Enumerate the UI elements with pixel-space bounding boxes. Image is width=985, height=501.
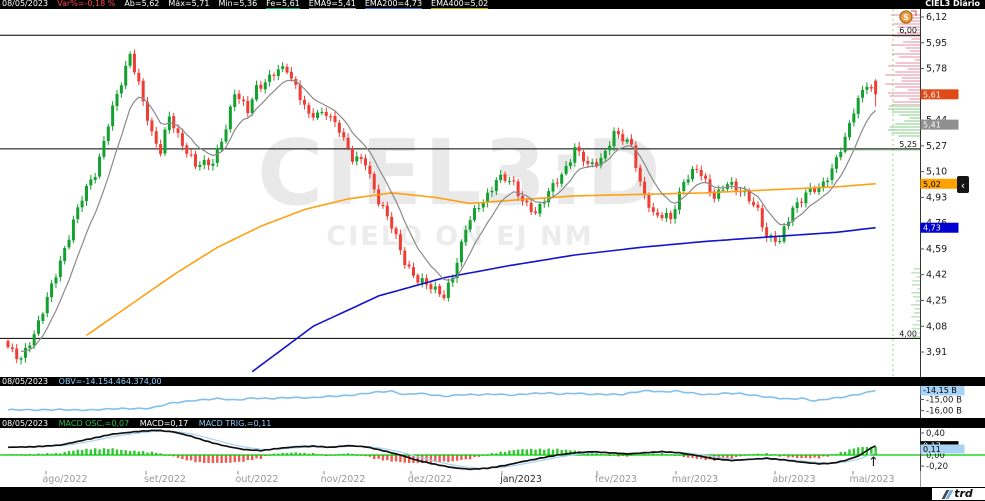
watermark: CIEL3:D CIELO ON EJ NM [0,121,920,253]
macd-date: 08/05/2023 [2,419,49,428]
obv-value-link[interactable]: OBV=-14.154.464.374,00 [58,377,162,386]
month-label: mar/2023 [672,474,718,485]
horizontal-price-lines: 6,00 5,25 4,00 [0,26,920,339]
ohlc-field: 08/05/2023 [2,0,49,8]
ohlc-field[interactable]: EMA9=5,41 [308,0,356,9]
ohlc-field[interactable]: EMA200=4,73 [364,0,423,9]
candlestick-series [6,49,878,365]
watermark-company-name: CIELO ON EJ NM [326,221,594,252]
ohlc-field[interactable]: Fe=5,61 [266,0,300,9]
ema9-line [20,79,877,353]
svg-text:‹: ‹ [961,179,965,192]
time-axis-labels: ago/2022 set/2022 out/2022 nov/2022 dez/2022… [42,471,921,487]
volume-profile [845,14,920,338]
obv-chart-panel[interactable]: -14,15 B -15,00 B -16,00 B [0,386,985,418]
svg-text:4,73: 4,73 [923,224,941,233]
ohlc-values: 08/05/2023 Var%=-0,18 % Ab=5,62 Máx=5,71 Mín… [2,0,497,9]
last-price-label: 5,61 [920,89,959,100]
ema200-line [251,226,876,373]
ema200-price-label: 4,73 [920,222,959,233]
month-label: ago/2022 [42,474,87,485]
ohlc-field: Var%=-0,18 % [57,0,116,8]
svg-text:5,61: 5,61 [923,90,941,99]
month-label: fev/2023 [595,474,637,485]
svg-text:5,95: 5,95 [926,38,947,49]
buy-signal-arrow: ↑ [868,455,879,470]
svg-text:-14,15 B: -14,15 B [923,386,957,395]
svg-text:4,08: 4,08 [926,321,947,332]
macd-trig-link[interactable]: MACD TRIG.=0,11 [198,419,272,428]
svg-text:3,91: 3,91 [926,347,947,358]
split-event-icon[interactable]: S [899,10,917,24]
svg-text:4,42: 4,42 [926,270,947,281]
axis-collapse-button[interactable]: ‹ [957,176,969,193]
svg-text:5,10: 5,10 [926,167,947,178]
obv-indicator-header: 08/05/2023 OBV=-14.154.464.374,00 [0,377,985,386]
price-chart-panel[interactable]: CIEL3:D CIELO ON EJ NM 6,00 5,25 4,00 6,12 5… [0,9,985,377]
price-plot[interactable]: 6,005,254,006,125,955,785,615,445,275,10… [0,9,985,377]
month-label: abr/2023 [772,474,815,485]
svg-text:6,12: 6,12 [926,12,947,23]
svg-text:-16,00 B: -16,00 B [926,407,962,417]
obv-date: 08/05/2023 [2,377,49,386]
svg-text:4,59: 4,59 [926,244,947,255]
ohlc-field: Mín=5,36 [218,0,258,8]
svg-text:5,02: 5,02 [923,180,941,189]
month-label: nov/2022 [321,474,366,485]
trd-logo: trd [932,488,985,500]
month-label: jan/2023 [499,474,542,485]
obv-axis: -14,15 B-15,00 B-16,00 B [920,386,965,418]
svg-text:4,00: 4,00 [899,329,917,338]
macd-chart-panel[interactable]: ↑0,400,00-0,200,170,11 [0,428,985,471]
ohlc-field: Máx=5,71 [168,0,210,8]
month-label: dez/2022 [408,474,452,485]
svg-text:0,40: 0,40 [926,429,945,439]
svg-text:5,25: 5,25 [899,140,917,149]
ema400-line [86,183,876,337]
bottom-bar: trd [0,487,985,501]
ema400-price-label: 5,02 [920,178,959,189]
macd-indicator-header: 08/05/2023 MACD OSC.=0,07 MACD=0,17 MACD… [0,418,985,428]
svg-text:-0,20: -0,20 [926,462,948,471]
watermark-symbol: CIEL3:D [257,121,663,226]
svg-text:5,41: 5,41 [923,121,941,130]
macd-axis: 0,400,00-0,200,170,11 [920,428,965,471]
svg-text:S: S [903,13,909,22]
symbol-timeframe-title: CIEL3 Diário [925,0,980,8]
ohlc-field[interactable]: EMA400=5,02 [431,0,489,9]
ema9-price-label: 5,41 [920,119,959,130]
macd-line [7,429,876,471]
month-label: set/2022 [144,474,186,485]
month-label: out/2022 [236,474,279,485]
logo-text: trd [954,487,973,500]
macd-osc-link[interactable]: MACD OSC.=0,07 [58,419,130,428]
svg-text:4,25: 4,25 [926,295,947,306]
obv-line [7,389,876,412]
macd-trigger-line [8,430,876,469]
svg-text:5,78: 5,78 [926,64,947,75]
svg-text:6,00: 6,00 [899,26,917,35]
svg-text:0,11: 0,11 [923,445,941,454]
time-axis[interactable]: ago/2022 set/2022 out/2022 nov/2022 dez/2022… [0,471,985,487]
month-label: mai/2023 [849,474,894,485]
svg-text:5,27: 5,27 [926,141,947,152]
price-axis: 6,125,955,785,615,445,275,104,934,764,59… [920,9,947,377]
macd-value: MACD=0,17 [139,419,189,428]
svg-text:0,00: 0,00 [926,451,945,461]
ohlc-status-bar: 08/05/2023 Var%=-0,18 % Ab=5,62 Máx=5,71 Mín… [0,0,985,9]
ohlc-field: Ab=5,62 [124,0,160,8]
macd-plot[interactable]: ↑0,400,00-0,200,170,11 [0,428,985,471]
svg-text:4,93: 4,93 [926,192,947,203]
obv-plot[interactable]: -14,15 B-15,00 B-16,00 B [0,386,985,418]
svg-text:-15,00 B: -15,00 B [926,396,962,406]
